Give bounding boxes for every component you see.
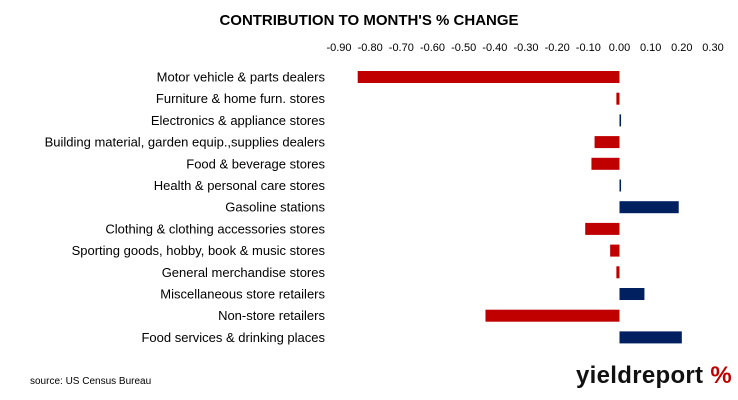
bar <box>619 114 622 127</box>
x-tick-label: -0.60 <box>420 42 445 54</box>
category-label: Electronics & appliance stores <box>151 113 326 128</box>
category-label: Non-store retailers <box>218 308 325 323</box>
category-label: Food services & drinking places <box>141 330 325 345</box>
x-tick-label: -0.10 <box>576 42 601 54</box>
bar <box>357 71 620 83</box>
category-label: General merchandise stores <box>162 265 326 280</box>
x-axis: -0.90 -0.80 -0.70 -0.60 -0.50 -0.40 -0.30 -0.20… <box>326 42 723 54</box>
x-tick-label: -0.30 <box>513 42 538 54</box>
x-tick-label: -0.40 <box>482 42 507 54</box>
yieldreport-logo: yieldreport % <box>576 362 732 390</box>
logo-percent-icon: % <box>710 362 732 389</box>
logo-text: yieldreport <box>576 362 704 389</box>
x-tick-label: 0.00 <box>609 42 630 54</box>
chart-title: CONTRIBUTION TO MONTH'S % CHANGE <box>219 12 519 29</box>
category-labels: Motor vehicle & parts dealers Furniture &… <box>45 70 326 345</box>
category-label: Food & beverage stores <box>186 156 325 171</box>
bar <box>594 136 620 149</box>
x-tick-label: -0.70 <box>389 42 414 54</box>
bar <box>591 157 620 170</box>
category-label: Sporting goods, hobby, book & music stor… <box>72 243 326 258</box>
category-label: Furniture & home furn. stores <box>156 91 326 106</box>
x-tick-label: 0.10 <box>640 42 661 54</box>
x-tick-label: -0.50 <box>451 42 476 54</box>
bar <box>619 201 679 214</box>
category-label: Health & personal care stores <box>154 178 326 193</box>
bar <box>619 288 645 300</box>
bar <box>485 309 620 322</box>
x-tick-label: -0.20 <box>545 42 570 54</box>
category-label: Miscellaneous store retailers <box>160 287 325 302</box>
bar <box>616 92 620 105</box>
x-tick-label: 0.30 <box>702 42 723 54</box>
x-tick-label: 0.20 <box>671 42 692 54</box>
category-label: Building material, garden equip.,supplie… <box>45 135 326 150</box>
category-label: Clothing & clothing accessories stores <box>105 221 325 236</box>
bar <box>585 222 620 235</box>
source-note: source: US Census Bureau <box>30 376 152 387</box>
bar <box>610 244 620 257</box>
bar <box>619 179 622 192</box>
x-tick-label: -0.90 <box>326 42 351 54</box>
bars <box>357 71 682 344</box>
category-label: Gasoline stations <box>225 200 325 215</box>
x-tick-label: -0.80 <box>358 42 383 54</box>
category-label: Motor vehicle & parts dealers <box>157 70 326 85</box>
bar <box>616 266 620 279</box>
bar <box>619 331 682 344</box>
